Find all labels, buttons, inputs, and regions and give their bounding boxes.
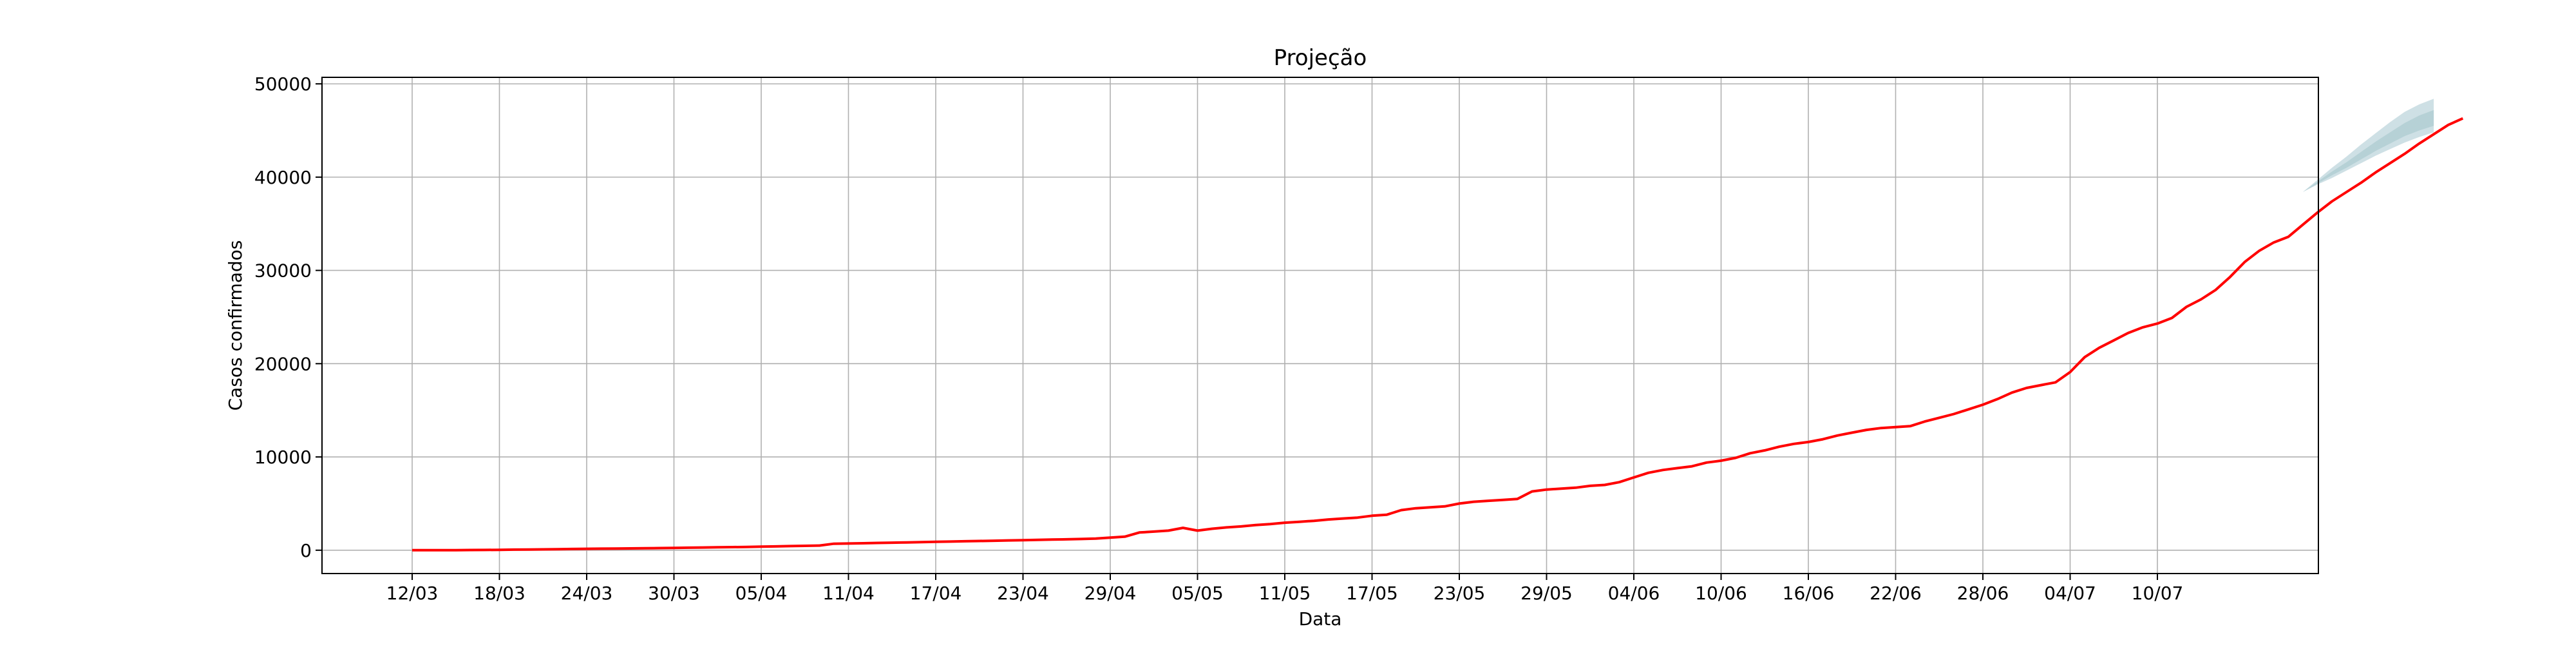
x-tick-label: 11/04 (822, 583, 875, 604)
y-axis: 0 10000 20000 30000 40000 50000 (254, 73, 322, 561)
x-tick-label: 23/04 (997, 583, 1049, 604)
x-axis: 12/03 18/03 24/03 30/03 05/04 11/04 17/04 23/04… (386, 574, 2184, 604)
y-tick-label: 50000 (254, 73, 312, 95)
x-tick-label: 04/06 (1608, 583, 1660, 604)
x-tick-label: 17/04 (910, 583, 962, 604)
x-tick-label: 17/05 (1346, 583, 1398, 604)
x-tick-label: 28/06 (1957, 583, 2009, 604)
grid (322, 77, 2318, 574)
series-line (412, 117, 2464, 552)
x-tick-label: 16/06 (1783, 583, 1835, 604)
y-axis-label: Casos confirmados (225, 240, 246, 411)
y-tick-label: 20000 (254, 353, 312, 374)
confidence-band-inner (2302, 110, 2434, 192)
x-tick-label: 10/06 (1695, 583, 1747, 604)
y-tick-label: 10000 (254, 447, 312, 468)
x-axis-label: Data (1299, 608, 1342, 630)
x-tick-label: 05/04 (735, 583, 788, 604)
confidence-band-outer (2302, 99, 2434, 192)
x-tick-label: 23/05 (1434, 583, 1486, 604)
x-tick-label: 22/06 (1870, 583, 1922, 604)
x-tick-label: 18/03 (473, 583, 526, 604)
series-lines (412, 117, 2464, 552)
chart-title: Projeção (1274, 45, 1367, 71)
x-tick-label: 10/07 (2132, 583, 2184, 604)
y-tick-label: 0 (300, 540, 312, 561)
y-tick-label: 40000 (254, 167, 312, 188)
x-tick-label: 24/03 (561, 583, 613, 604)
x-tick-label: 05/05 (1171, 583, 1224, 604)
confidence-bands (2302, 99, 2434, 192)
x-tick-label: 12/03 (386, 583, 439, 604)
x-tick-label: 04/07 (2044, 583, 2096, 604)
plot-area (322, 77, 2318, 574)
x-tick-label: 30/03 (648, 583, 700, 604)
x-tick-label: 29/05 (1520, 583, 1573, 604)
x-tick-label: 11/05 (1259, 583, 1311, 604)
plot-frame (321, 77, 2319, 574)
x-tick-label: 29/04 (1084, 583, 1137, 604)
y-tick-label: 30000 (254, 260, 312, 282)
